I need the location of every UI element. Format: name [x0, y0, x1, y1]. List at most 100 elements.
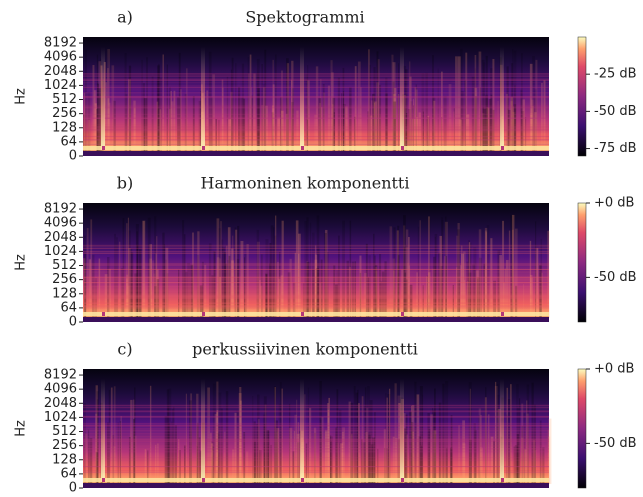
gap	[202, 478, 205, 482]
gap	[501, 146, 504, 150]
gap	[501, 478, 504, 482]
gap	[401, 146, 404, 150]
texture	[83, 451, 549, 452]
onset	[101, 47, 105, 150]
y-tick-label: 2048	[44, 230, 77, 245]
texture	[507, 388, 508, 484]
texture	[83, 472, 549, 473]
texture	[83, 449, 549, 450]
texture	[83, 118, 549, 119]
onset	[400, 379, 404, 482]
texture	[83, 124, 549, 125]
texture	[321, 260, 323, 318]
texture	[83, 430, 549, 431]
texture	[406, 434, 408, 484]
texture	[83, 440, 549, 441]
texture	[495, 386, 498, 484]
y-tick-label: 1024	[44, 410, 77, 425]
texture	[83, 405, 549, 406]
texture	[83, 431, 549, 432]
texture	[118, 422, 119, 484]
texture	[83, 143, 549, 144]
texture	[83, 291, 549, 292]
texture	[544, 80, 546, 152]
spectrogram	[83, 203, 550, 322]
gap	[301, 312, 304, 316]
texture	[83, 445, 549, 446]
texture	[83, 287, 549, 288]
texture	[83, 448, 549, 449]
y-tick-label: 4096	[44, 382, 77, 397]
y-tick-label: 256	[52, 438, 77, 453]
texture	[83, 295, 549, 296]
texture	[83, 296, 549, 297]
texture	[83, 416, 549, 417]
y-tick-label: 8192	[44, 368, 77, 383]
texture	[150, 386, 151, 484]
texture	[83, 297, 549, 298]
texture	[433, 257, 436, 318]
texture	[521, 438, 523, 484]
gap	[501, 312, 504, 316]
texture	[469, 382, 472, 484]
texture	[354, 386, 356, 484]
colorbar	[578, 369, 586, 488]
texture	[83, 290, 549, 291]
texture	[99, 96, 100, 152]
texture	[197, 231, 199, 318]
texture	[88, 430, 89, 484]
y-tick-label: 0	[69, 149, 77, 164]
texture	[83, 253, 549, 254]
texture	[508, 110, 510, 152]
texture	[414, 382, 416, 484]
texture	[248, 57, 249, 152]
texture	[83, 460, 549, 461]
panel-title: perkussiivinen komponentti	[192, 340, 418, 359]
y-tick-label: 512	[52, 92, 77, 107]
texture	[444, 96, 447, 152]
texture	[273, 227, 274, 318]
texture	[509, 231, 510, 318]
texture	[275, 387, 276, 484]
low-band-dark	[83, 483, 549, 488]
texture	[83, 470, 549, 471]
texture	[256, 424, 258, 484]
texture	[107, 422, 109, 484]
texture	[275, 55, 277, 152]
colorbar	[578, 203, 586, 322]
texture	[83, 279, 549, 280]
texture	[345, 107, 348, 152]
texture	[83, 117, 549, 118]
low-band	[83, 312, 549, 316]
y-tick-label: 256	[52, 106, 77, 121]
texture	[83, 107, 549, 108]
texture	[484, 269, 486, 318]
texture	[457, 229, 460, 318]
texture	[409, 412, 412, 484]
texture	[109, 269, 111, 318]
texture	[83, 97, 549, 98]
y-axis-label: Hz	[14, 254, 29, 271]
texture	[83, 286, 549, 287]
y-tick-label: 64	[60, 134, 77, 149]
texture	[349, 267, 351, 318]
y-tick-label: 128	[52, 286, 77, 301]
y-tick-label: 512	[52, 424, 77, 439]
low-band-dark	[83, 317, 549, 322]
texture	[547, 231, 549, 318]
texture	[83, 411, 549, 412]
texture	[493, 441, 495, 484]
onset	[101, 379, 105, 482]
texture	[83, 114, 549, 115]
texture	[474, 423, 476, 484]
texture	[83, 105, 549, 106]
texture	[83, 441, 549, 442]
texture	[83, 407, 549, 408]
texture	[83, 282, 549, 283]
texture	[83, 410, 549, 411]
texture	[83, 428, 549, 429]
texture	[83, 86, 549, 87]
panel: a)SpektogrammiHz064128256512102420484096…	[14, 8, 637, 164]
texture	[456, 267, 457, 318]
colorbar-tick-label: -75 dB	[594, 141, 637, 156]
